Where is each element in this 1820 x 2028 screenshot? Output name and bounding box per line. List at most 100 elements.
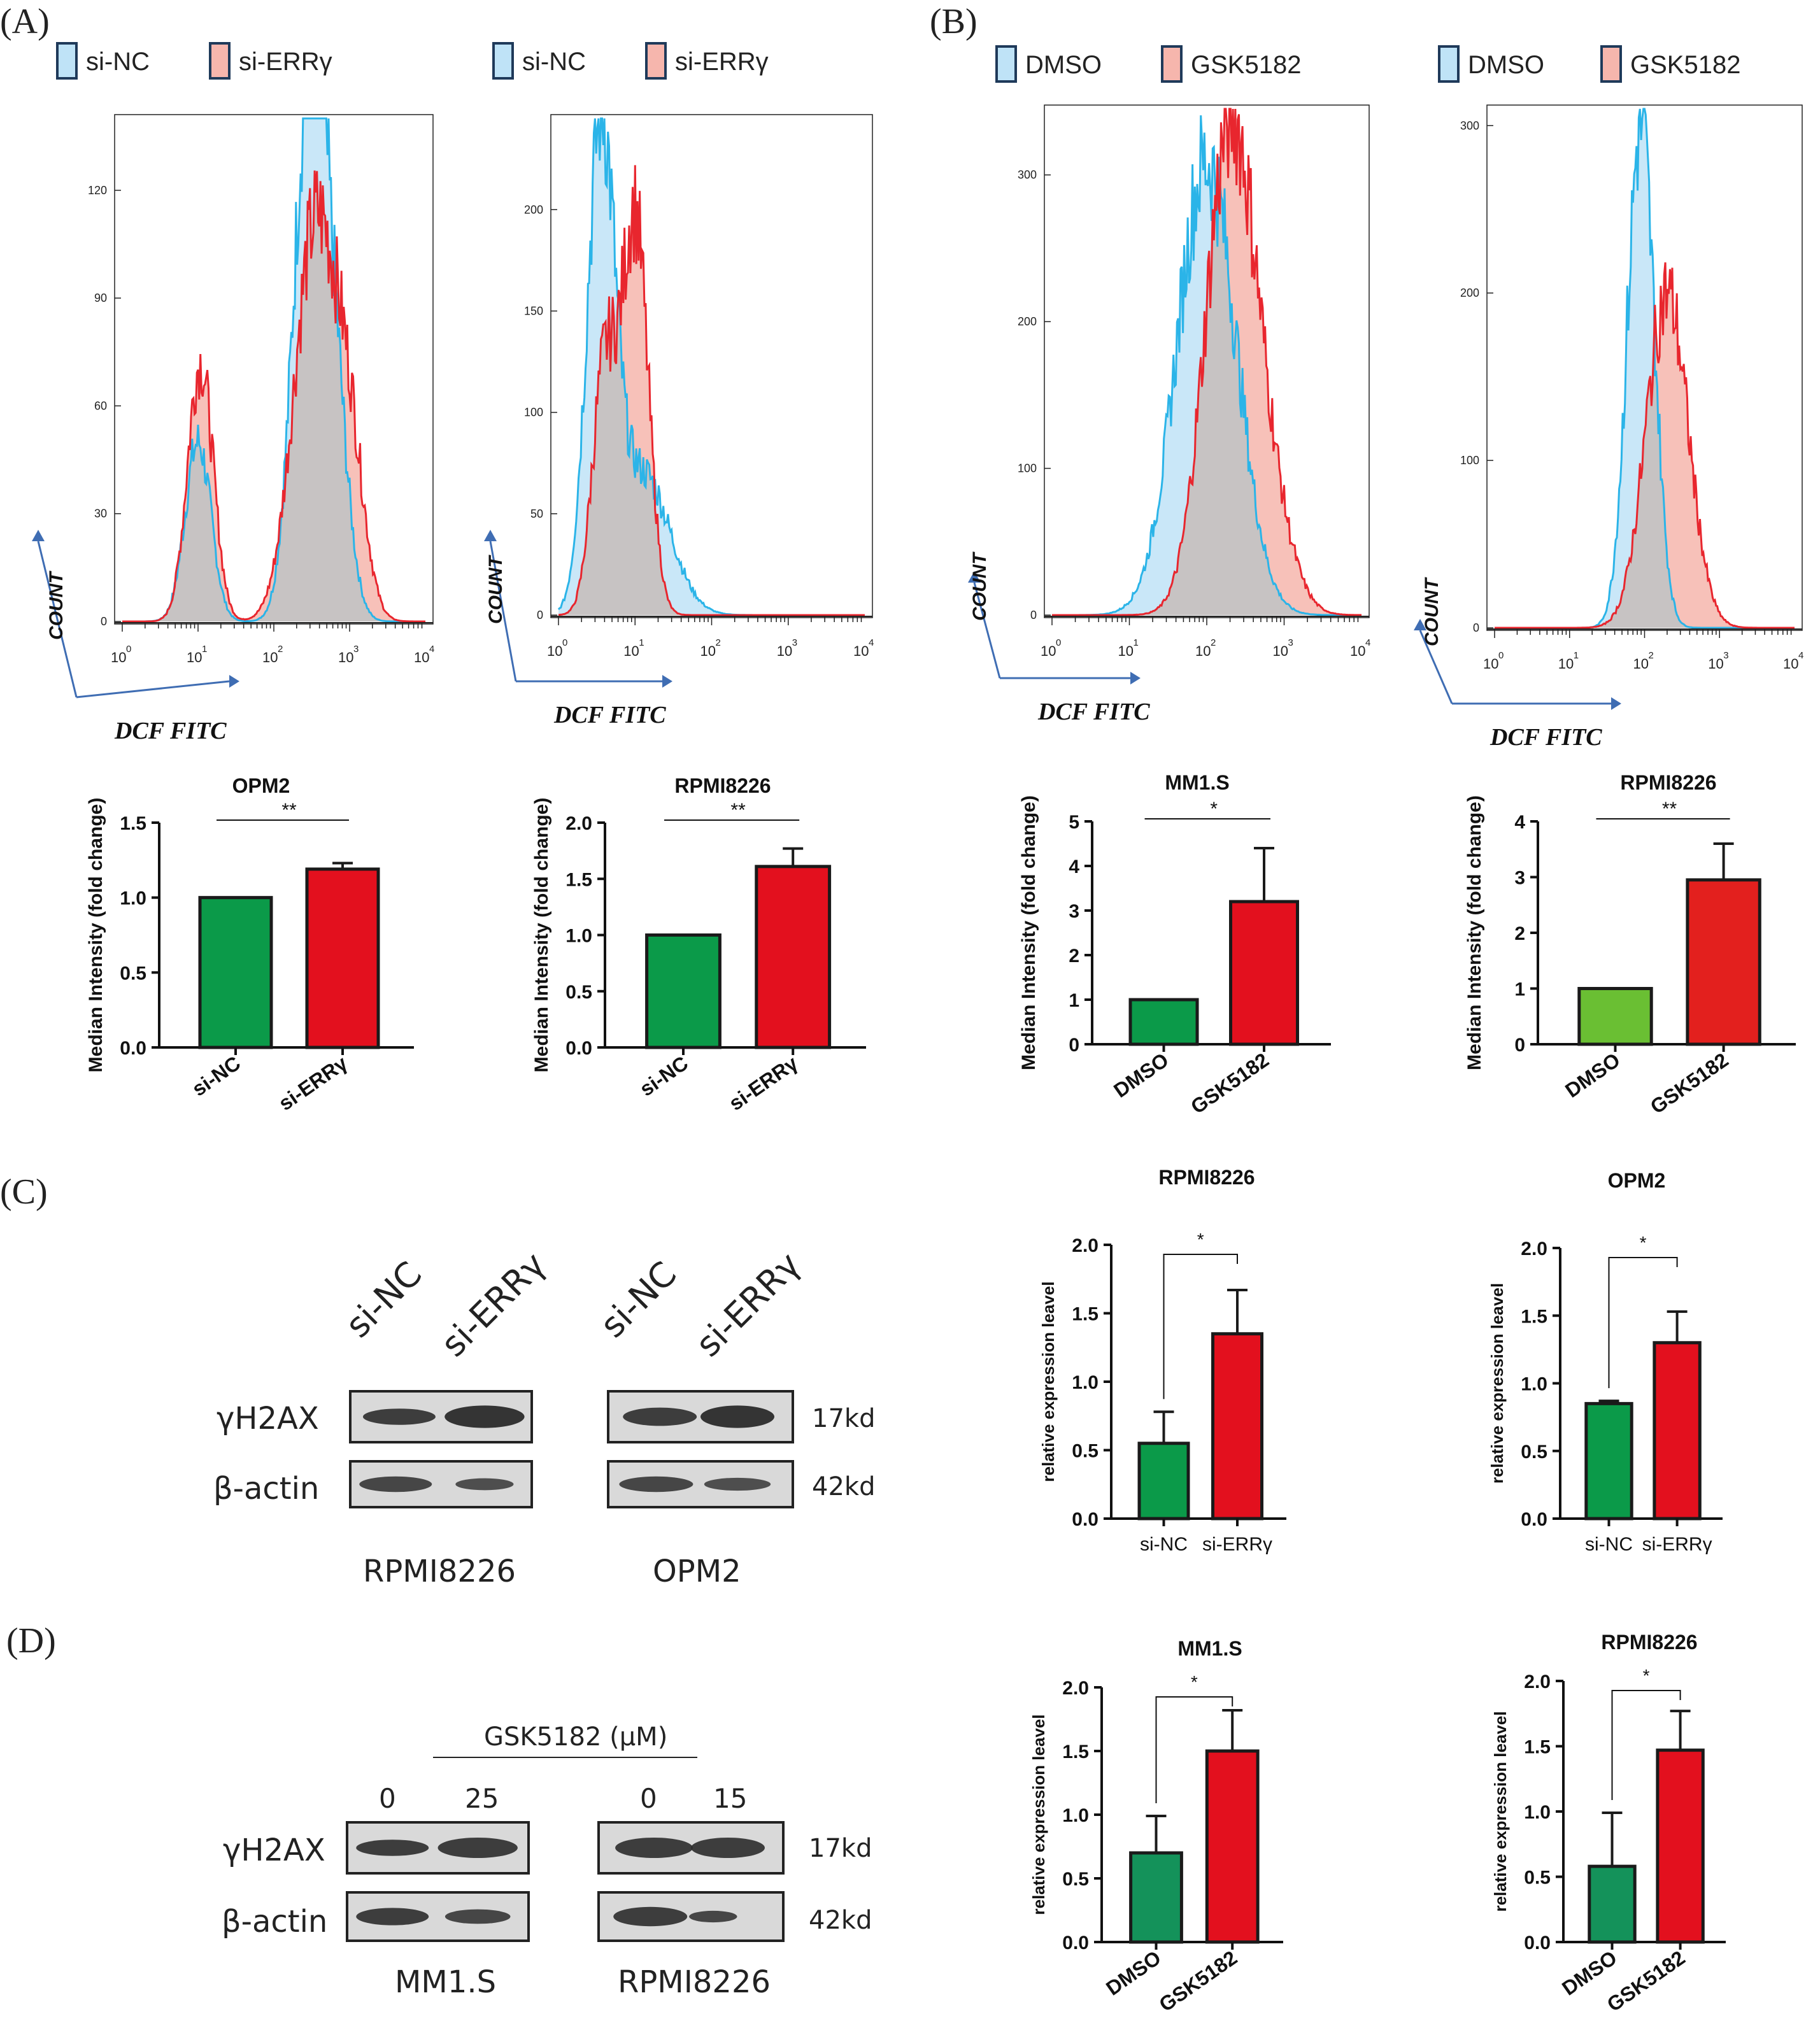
blot-band	[623, 1407, 697, 1426]
x-tick-exponent: 2	[1649, 650, 1654, 661]
x-tick-label: 10	[338, 649, 353, 665]
x-arrow	[76, 680, 230, 698]
bar-chart-A-bar-OPM2: OPM2 0.0 0.5 1.0 1.5 Median Intensity (fold c…	[85, 774, 414, 1115]
legend-label: DMSO	[1468, 51, 1544, 79]
series-line-GSK5182	[1495, 262, 1795, 629]
x-tick-exponent: 0	[1056, 637, 1061, 648]
x-tick-label: si-NC	[636, 1051, 692, 1100]
significance-label: **	[281, 800, 297, 821]
x-tick-label: 10	[1118, 643, 1134, 659]
x-tick-exponent: 3	[353, 644, 359, 655]
y-tick-label: 2	[1069, 946, 1079, 967]
y-tick-label: 0.0	[1062, 1932, 1089, 1954]
y-tick-label: 60	[94, 399, 107, 412]
y-axis-label: Median Intensity (fold change)	[1464, 795, 1485, 1070]
y-tick-label: 2.0	[1524, 1671, 1551, 1692]
chart-title: RPMI8226	[1158, 1166, 1255, 1189]
x-tick-label: si-ERRγ	[1642, 1534, 1712, 1555]
x-tick-label: GSK5182	[1603, 1946, 1689, 2016]
blot-d1-bactin	[346, 1891, 530, 1942]
y-axis-label: Median Intensity (fold change)	[531, 798, 552, 1073]
x-tick-label: 10	[547, 643, 562, 659]
y-tick-label: 0	[1069, 1035, 1079, 1056]
chart-title: MM1.S	[1165, 771, 1229, 794]
x-tick-label: si-NC	[1585, 1534, 1633, 1555]
y-tick-label: 90	[94, 292, 107, 304]
overlap-fill	[1495, 345, 1795, 628]
y-tick-label: 0.5	[1072, 1441, 1098, 1462]
x-tick-label: si-ERRγ	[725, 1051, 802, 1115]
y-arrow-head	[32, 530, 45, 541]
bar	[198, 896, 273, 1049]
histogram-A-hist-2: si-NC si-ERRγ100101102103104050100150200D…	[484, 42, 874, 728]
y-tick-label: 30	[94, 507, 107, 520]
y-tick-label: 1.0	[1524, 1802, 1551, 1823]
y-tick-label: 1.5	[120, 813, 146, 834]
y-axis-label: relative expression leavel	[1029, 1714, 1048, 1915]
x-axis-label: DCF FITC	[1037, 698, 1150, 725]
legend-swatch	[1438, 45, 1460, 83]
x-tick-exponent: 3	[792, 637, 797, 648]
y-tick-label: 0.0	[1072, 1509, 1098, 1530]
x-arrow-head	[1130, 672, 1141, 684]
significance-label: *	[1197, 1230, 1204, 1249]
legend-label: si-ERRγ	[675, 48, 769, 76]
x-arrow-head	[1611, 697, 1621, 710]
bar	[1656, 1748, 1705, 1944]
x-tick-label: DMSO	[1561, 1048, 1624, 1102]
blot-d-cell-line-2: RPMI8226	[618, 1964, 771, 2000]
x-axis-label: DCF FITC	[1489, 724, 1602, 751]
y-tick-label: 0.0	[1524, 1932, 1551, 1954]
y-tick-label: 0.5	[565, 982, 592, 1003]
x-tick-label: DMSO	[1109, 1048, 1172, 1102]
blot-c2-gh2ax	[607, 1390, 794, 1443]
x-tick-label: 10	[777, 643, 792, 659]
x-tick-label: GSK5182	[1155, 1946, 1241, 2016]
y-tick-label: 300	[1460, 119, 1479, 132]
significance-label: *	[1210, 798, 1218, 819]
x-tick-label: DMSO	[1102, 1946, 1165, 2000]
y-tick-label: 0.5	[1062, 1869, 1089, 1890]
x-tick-exponent: 2	[278, 644, 283, 655]
blot-band	[700, 1405, 774, 1428]
series-fill-si-ERRγ	[122, 170, 425, 621]
bar-chart-B-bar-MM1S: MM1.S 0 1 2 3 4 5 Median Intensity (fold change…	[1018, 771, 1331, 1118]
bar	[1211, 1332, 1263, 1521]
bar	[1577, 987, 1653, 1046]
blot-c-size-42: 42kd	[812, 1472, 876, 1501]
y-axis-label: COUNT	[46, 571, 67, 640]
y-tick-label: 1.5	[1072, 1304, 1098, 1325]
y-tick-label: 1.5	[1524, 1737, 1551, 1758]
legend-swatch	[1161, 45, 1183, 83]
legend-swatch	[995, 45, 1017, 83]
significance-label: **	[730, 800, 746, 821]
significance-label: **	[1662, 798, 1677, 819]
y-arrow	[973, 582, 1001, 679]
y-tick-label: 1.5	[1521, 1306, 1547, 1327]
chart-title: MM1.S	[1177, 1637, 1242, 1660]
x-tick-label: 10	[1273, 643, 1288, 659]
x-tick-label: GSK5182	[1186, 1048, 1273, 1118]
x-tick-label: 10	[1633, 656, 1649, 672]
bar	[1205, 1749, 1260, 1944]
y-tick-label: 2.0	[565, 813, 592, 834]
x-tick-label: 10	[623, 643, 639, 659]
y-arrow-head	[968, 571, 981, 583]
y-tick-label: 100	[524, 406, 543, 419]
legend-swatch	[645, 42, 667, 80]
legend-label: GSK5182	[1630, 51, 1740, 79]
blot-d-size-17: 17kd	[809, 1834, 872, 1863]
blot-c-size-17: 17kd	[812, 1404, 876, 1433]
y-arrow	[1419, 630, 1453, 704]
blot-band	[619, 1476, 693, 1493]
histogram-B-hist-2: DMSO GSK51821001011021031040100200300DCF …	[1414, 45, 1803, 751]
y-tick-label: 0.0	[565, 1038, 592, 1059]
series-line-si-NC	[122, 117, 425, 623]
blot-d-dose-2: 25	[465, 1783, 499, 1814]
x-tick-label: 10	[414, 649, 429, 665]
bar-chart-C-bar-RPMI8226: RPMI8226 0.0 0.5 1.0 1.5 2.0 relative expressi…	[1039, 1166, 1286, 1555]
legend-label: si-ERRγ	[239, 48, 332, 76]
y-axis-label: relative expression leavel	[1491, 1711, 1510, 1911]
y-axis-label: COUNT	[969, 551, 990, 621]
